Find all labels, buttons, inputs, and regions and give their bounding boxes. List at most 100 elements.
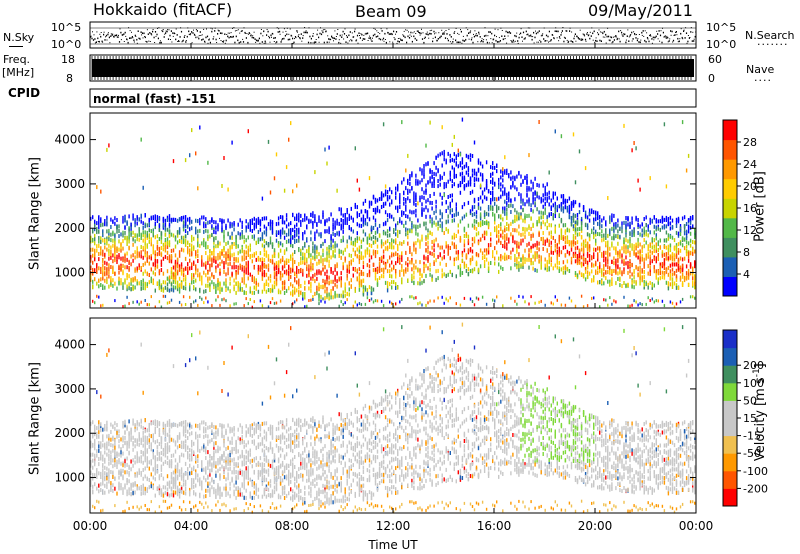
noise-sky-point [292,37,294,40]
power-cell [298,292,300,297]
power-cell [195,218,197,223]
power-cell [447,247,449,252]
power-cell [229,251,231,256]
power-cell [415,196,417,200]
power-cell [447,228,449,233]
power-cell [215,225,217,230]
noise-sky-point [257,40,259,42]
noise-search-point [172,35,174,37]
power-cell [554,207,556,212]
noise-search-point [395,33,396,35]
power-cell [320,244,322,249]
noise-search-point [372,37,373,39]
power-cell [269,289,272,294]
noise-sky-point [586,33,588,35]
power-cell [403,223,405,228]
power-cell [271,259,274,264]
noise-search-point [249,33,251,35]
noise-search-point [220,40,222,41]
power-cell [342,265,344,270]
power-cell [104,278,106,283]
power-cell [374,250,377,254]
power-cell [265,253,268,258]
power-cell [174,259,177,264]
power-cell [342,290,344,295]
power-cell [548,260,550,265]
power-cell [122,246,124,251]
freq-panel [89,54,697,82]
power-cell [90,265,92,270]
power-cell [487,207,490,212]
power-cell [518,252,520,257]
power-cell [294,260,296,264]
power-cell [176,240,179,245]
power-cell [584,238,587,243]
power-cell [435,204,437,209]
power-cell [528,231,530,236]
power-cell [520,238,522,243]
power-cell [340,218,342,222]
power-cell [360,282,363,287]
power-cell [142,238,144,243]
power-cell [142,245,144,250]
power-cell [393,252,395,257]
noise-sky-point [343,33,346,35]
power-cell [463,248,466,253]
noise-sky-point [507,31,509,34]
power-cell [453,244,455,249]
power-cell [431,277,433,282]
noise-search-point [435,32,437,34]
power-cell [271,229,274,234]
noise-sky-point [198,37,200,40]
power-cell [239,263,241,268]
noise-search-point [266,29,268,30]
power-cell [120,248,122,253]
noise-sky-point [143,32,145,35]
power-cell [102,284,104,289]
noise-sky-point [563,40,565,43]
power-cell [205,261,207,266]
power-cell [429,251,431,256]
power-cell [494,228,496,233]
power-cell [544,189,546,194]
power-cell [320,284,322,289]
power-cell [500,175,502,180]
power-cell [136,300,138,304]
noise-sky-point [646,37,649,39]
power-cell [267,282,270,287]
power-cell [209,234,211,239]
power-cell [334,233,336,237]
noise-search-point [103,31,105,33]
power-cell [142,233,144,238]
power-cell [326,269,328,274]
power-cell [106,236,108,241]
noise-search-point [526,34,528,36]
power-cell [261,289,264,294]
noise-search-point [175,28,177,30]
noise-search-point [539,39,541,41]
power-cell [164,226,167,231]
power-cell [528,255,530,260]
power-cell [134,223,136,228]
power-cell [292,289,294,294]
freq-y-bottom: 8 [66,72,73,85]
power-cell [124,258,126,263]
power-cell [520,215,522,220]
noise-search-point [299,38,301,40]
power-cell [205,273,207,278]
power-cell [350,236,352,241]
noise-search-point [656,30,658,32]
noise-search-point [379,33,381,35]
power-cell [215,256,217,261]
power-cell [380,267,383,272]
noise-search-point [386,28,388,30]
noise-search-point [568,40,570,42]
noise-search-point [597,32,598,34]
power-cell [362,201,365,206]
power-cell [98,243,100,248]
power-cell [374,267,377,272]
power-cell [455,154,457,159]
power-cell [314,231,316,236]
noise-sky-point [302,37,304,39]
power-cell [445,244,447,249]
